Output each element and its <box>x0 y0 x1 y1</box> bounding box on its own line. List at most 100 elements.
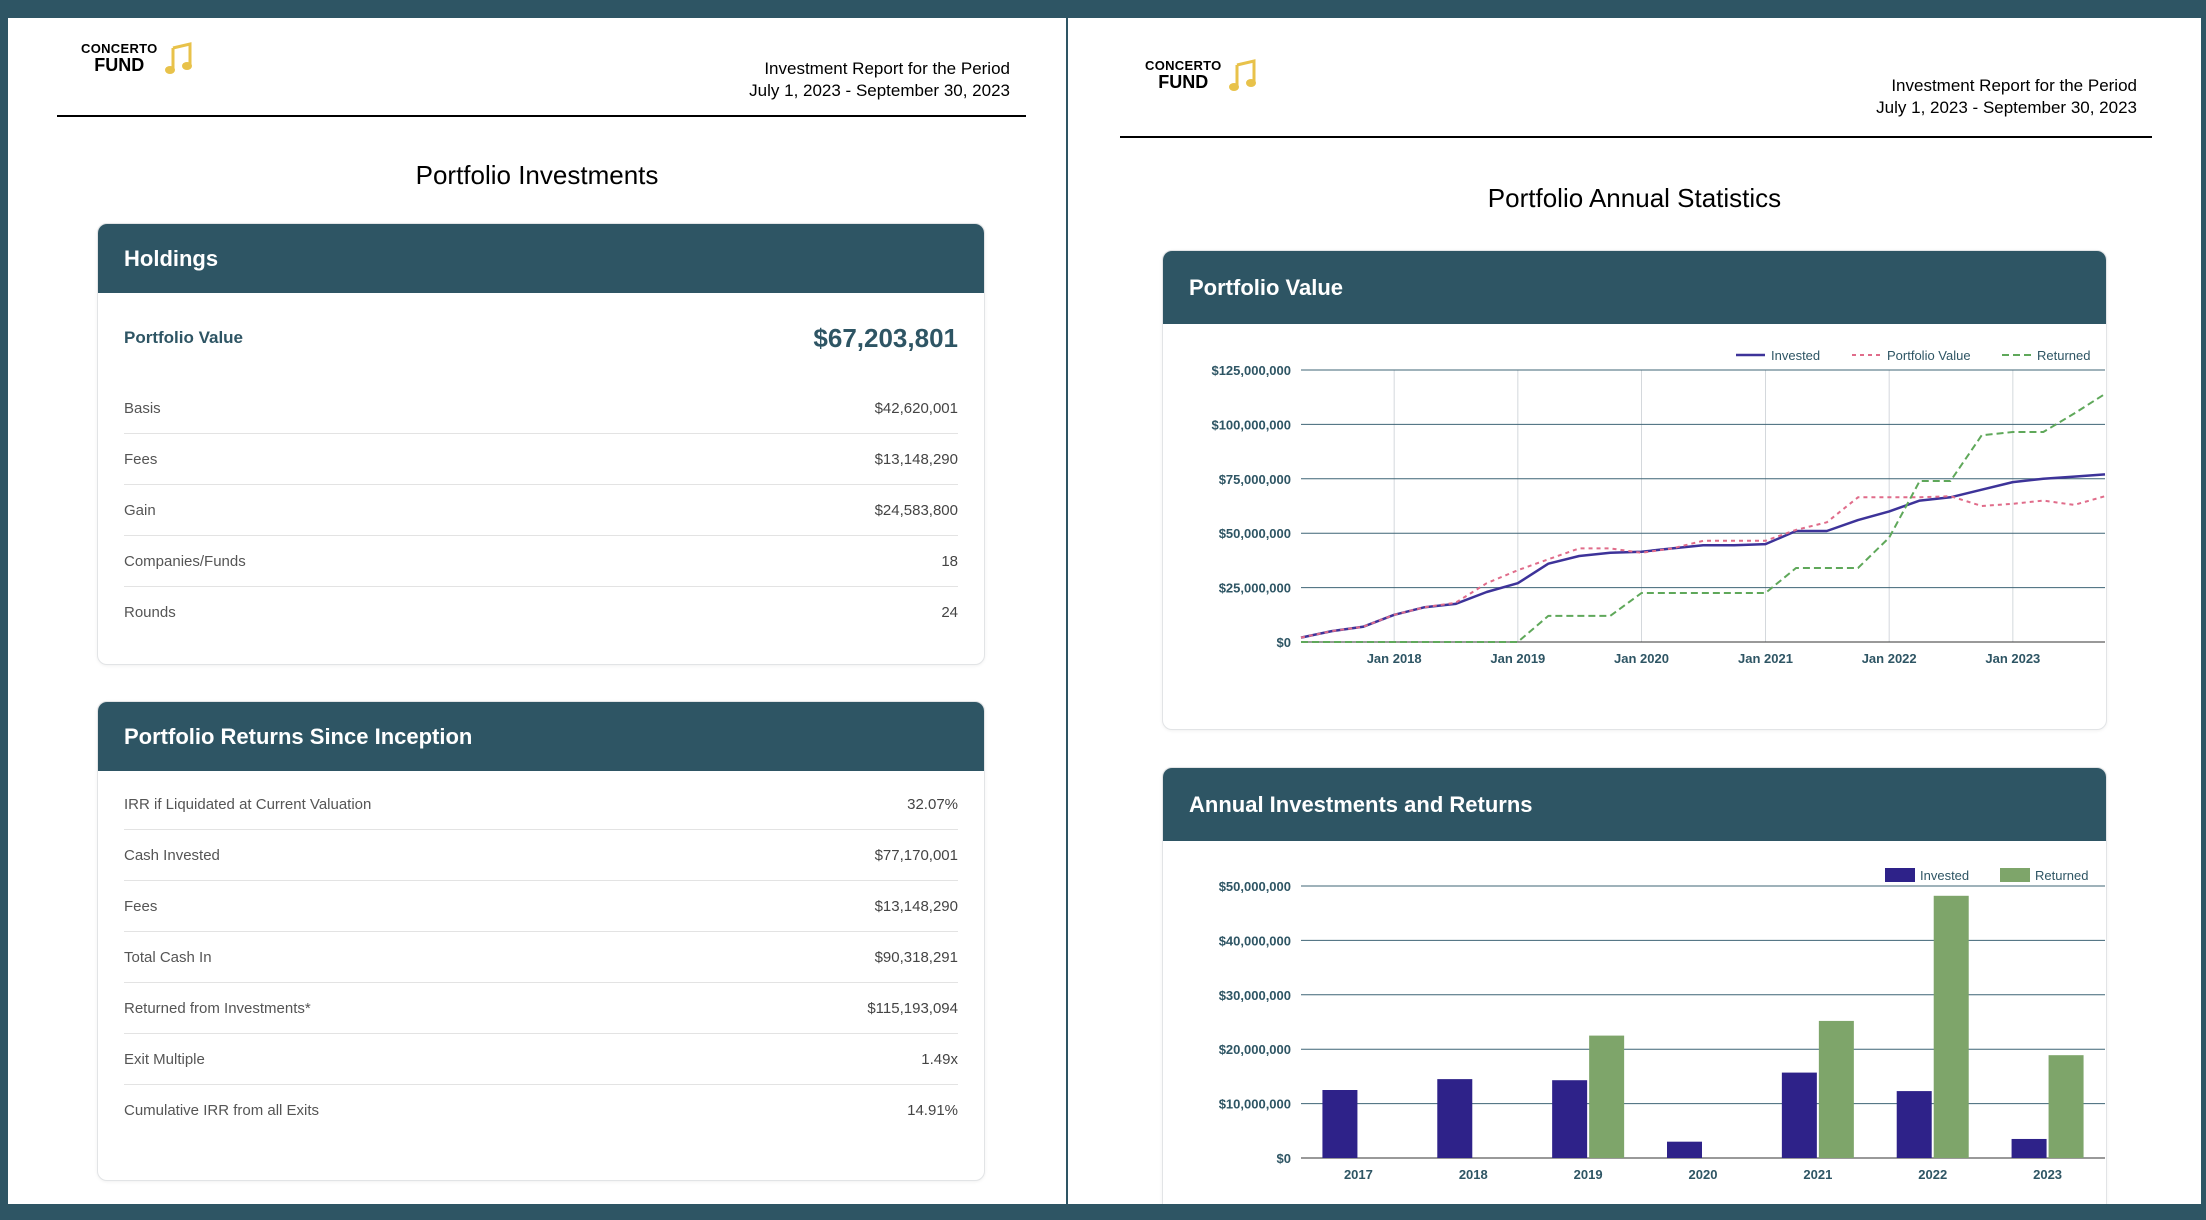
row-label: Exit Multiple <box>124 1050 205 1068</box>
bar-returned-2022 <box>1933 895 1969 1158</box>
header-divider <box>57 115 1026 117</box>
bar-invested-2022 <box>1896 1091 1932 1158</box>
portfolio-value-line-chart: Jan 2018 Jan 2019 Jan 2020 Jan 2021 Jan 2022… <box>1211 348 2106 666</box>
table-row: IRR if Liquidated at Current Valuation 32… <box>124 779 958 830</box>
row-label: Basis <box>124 399 161 417</box>
x-tick-label: Jan 2023 <box>1985 651 2040 666</box>
table-row: Cash Invested $77,170,001 <box>124 830 958 881</box>
table-row: Fees $13,148,290 <box>124 881 958 932</box>
portfolio-value-amount: $67,203,801 <box>813 322 958 353</box>
table-row: Rounds 24 <box>124 587 958 638</box>
series-line-invested <box>1300 473 2106 639</box>
row-value: $90,318,291 <box>874 948 958 966</box>
portfolio-value-card: Portfolio Value Jan 2018 Jan 2019 Jan 2020… <box>1162 250 2107 730</box>
bar-invested-2023 <box>2011 1138 2047 1158</box>
legend-swatch <box>2000 868 2030 882</box>
table-row: Returned from Investments* $115,193,094 <box>124 983 958 1034</box>
table-row: Fees $13,148,290 <box>124 434 958 485</box>
y-tick-label: $25,000,000 <box>1219 581 1291 596</box>
music-note-icon <box>164 42 192 75</box>
x-tick-label: 2017 <box>1344 1167 1373 1182</box>
header-divider <box>1120 136 2152 138</box>
x-tick-label: Jan 2018 <box>1367 651 1422 666</box>
logo-line-1: CONCERTO <box>1145 58 1222 73</box>
row-value: $115,193,094 <box>867 999 958 1017</box>
row-value: $77,170,001 <box>874 846 958 864</box>
page-title: Portfolio Investments <box>415 160 659 190</box>
x-tick-label: 2022 <box>1918 1167 1947 1182</box>
annual-investments-bar-chart: $0 $10,000,000 $20,000,000 $30,000,000 $40,0… <box>1219 868 2105 1182</box>
row-value: 18 <box>941 552 958 570</box>
y-tick-label: $50,000,000 <box>1219 526 1291 541</box>
legend-label: Invested <box>1920 868 1969 883</box>
row-label: Companies/Funds <box>124 552 246 570</box>
portfolio-value-card-header: Portfolio Value <box>1163 251 2106 324</box>
row-value: $13,148,290 <box>874 897 958 915</box>
bar-invested-2018 <box>1437 1079 1473 1158</box>
legend-swatch <box>1885 868 1915 882</box>
row-value: 1.49x <box>921 1050 958 1068</box>
report-page-left: CONCERTO FUND Investment Report for the … <box>8 18 1066 1204</box>
legend-label: Portfolio Value <box>1887 348 1971 363</box>
table-row: Total Cash In $90,318,291 <box>124 932 958 983</box>
row-label: Rounds <box>124 604 176 621</box>
y-tick-label: $50,000,000 <box>1219 879 1291 894</box>
y-tick-label: $75,000,000 <box>1219 472 1291 487</box>
x-tick-label: 2021 <box>1803 1167 1832 1182</box>
y-tick-label: $0 <box>1277 1151 1291 1166</box>
x-tick-label: Jan 2021 <box>1738 651 1793 666</box>
x-tick-label: 2020 <box>1689 1167 1718 1182</box>
music-note-icon <box>1228 59 1256 92</box>
row-label: Cumulative IRR from all Exits <box>124 1102 320 1119</box>
bar-invested-2020 <box>1667 1141 1702 1158</box>
row-label: Fees <box>124 450 158 468</box>
y-tick-label: $40,000,000 <box>1219 933 1291 948</box>
y-tick-label: $100,000,000 <box>1211 417 1291 432</box>
row-label: IRR if Liquidated at Current Valuation <box>124 795 372 813</box>
row-label: Total Cash In <box>124 948 212 966</box>
x-tick-label: 2019 <box>1574 1167 1603 1182</box>
report-period: Investment Report for the Period July 1,… <box>1876 75 2137 119</box>
x-tick-label: 2018 <box>1459 1167 1488 1182</box>
fund-logo: CONCERTO FUND <box>81 41 194 76</box>
x-tick-label: 2023 <box>2033 1167 2062 1182</box>
row-value: 14.91% <box>907 1102 958 1119</box>
portfolio-value-label: Portfolio Value <box>124 328 244 347</box>
y-tick-label: $30,000,000 <box>1219 988 1291 1003</box>
x-tick-label: Jan 2022 <box>1862 651 1917 666</box>
y-tick-label: $125,000,000 <box>1211 363 1291 378</box>
report-period: Investment Report for the Period July 1,… <box>749 58 1010 102</box>
annual-investments-card-header: Annual Investments and Returns <box>1163 768 2106 841</box>
logo-line-2: FUND <box>1158 72 1209 93</box>
report-page-right: CONCERTO FUND Investment Report for the … <box>1068 18 2201 1204</box>
row-value: $42,620,001 <box>874 399 958 417</box>
row-value: 24 <box>941 604 958 621</box>
y-tick-label: $20,000,000 <box>1219 1042 1291 1057</box>
row-label: Returned from Investments* <box>124 999 311 1017</box>
y-tick-label: $0 <box>1277 635 1291 650</box>
series-line-portfolio-value <box>1300 495 2106 639</box>
row-value: 32.07% <box>907 795 958 813</box>
row-value: $24,583,800 <box>874 501 958 519</box>
x-tick-label: Jan 2020 <box>1614 651 1669 666</box>
x-tick-label: Jan 2019 <box>1490 651 1545 666</box>
row-label: Gain <box>124 501 156 519</box>
report-period-line-1: Investment Report for the Period <box>764 59 1010 78</box>
bar-returned-2023 <box>2048 1055 2084 1158</box>
logo-line-1: CONCERTO <box>81 41 158 56</box>
holdings-card-header: Holdings <box>98 224 984 293</box>
holdings-card: Holdings Portfolio Value $67,203,801 Bas… <box>97 223 985 665</box>
report-period-line-2: July 1, 2023 - September 30, 2023 <box>1876 98 2137 117</box>
page-title: Portfolio Annual Statistics <box>1487 183 1782 213</box>
report-period-line-1: Investment Report for the Period <box>1891 76 2137 95</box>
bar-invested-2017 <box>1322 1090 1358 1158</box>
bar-invested-2021 <box>1781 1072 1817 1158</box>
table-row: Gain $24,583,800 <box>124 485 958 536</box>
bar-returned-2021 <box>1818 1020 1854 1158</box>
report-period-line-2: July 1, 2023 - September 30, 2023 <box>749 81 1010 100</box>
table-row: Exit Multiple 1.49x <box>124 1034 958 1085</box>
series-line-returned <box>1301 393 2106 643</box>
bar-invested-2019 <box>1552 1080 1588 1158</box>
row-value: $13,148,290 <box>874 450 958 468</box>
row-label: Cash Invested <box>124 846 220 864</box>
